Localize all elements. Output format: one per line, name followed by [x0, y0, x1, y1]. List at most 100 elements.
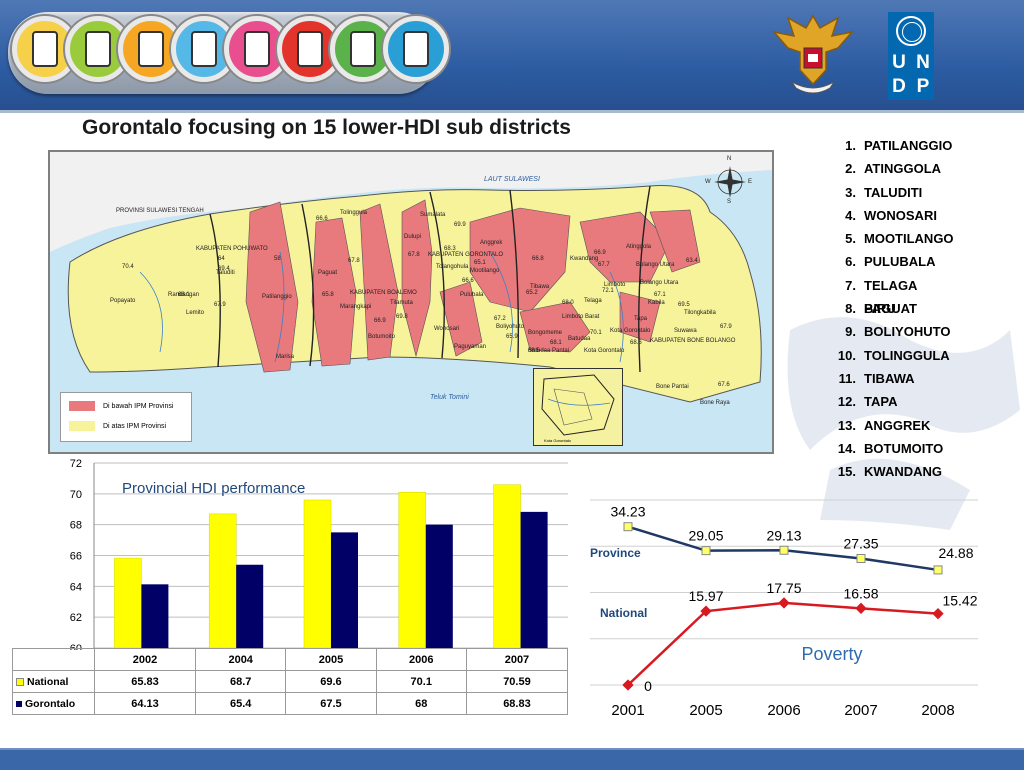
undp-letter: P [916, 76, 930, 97]
subdistrict-label: Batudaa Pantai [528, 348, 570, 354]
subdistrict-label: Bone Pantai [656, 384, 689, 390]
subdistrict-label: Tilamuta [390, 300, 413, 306]
province-marker [701, 546, 711, 556]
table-header-cell: 2007 [465, 648, 569, 671]
national-data-label: 0 [644, 678, 652, 694]
subdistrict-label: Kota Gorontalo [584, 348, 625, 354]
y-tick-label: 68 [70, 520, 82, 532]
table-cell: 65.83 [93, 670, 197, 693]
legend-label: Di atas IPM Provinsi [103, 423, 167, 430]
inset-caption: Kota Gorontalo [544, 438, 571, 443]
poverty-line-chart: 2001 2005 2006 2007 2008 34.23 29.05 29.13 27.35… [590, 499, 978, 719]
ipm-value: 65.9 [506, 334, 518, 340]
subdistrict-label: Dulupi [404, 234, 422, 240]
table-row-label: National [12, 670, 95, 693]
list-number: 15. [837, 464, 856, 480]
low-hdi-district [439, 281, 483, 357]
ipm-value: 65.2 [526, 290, 538, 296]
table-cell: 67.5 [285, 692, 377, 715]
list-name: ATINGGOLA [864, 161, 942, 177]
x-tick-label: 2006 [767, 702, 800, 719]
ipm-value: 64 [218, 256, 225, 262]
gorontalo-bar [141, 584, 169, 648]
gorontalo-bar [520, 511, 548, 648]
subdistrict-label: Tolinggula [340, 210, 368, 216]
subdistrict-label: Atinggola [626, 244, 652, 250]
subdistrict-label: Taluditi [216, 270, 235, 276]
undp-letter: N [916, 52, 930, 73]
table-header-cell: 2004 [195, 648, 287, 671]
subdistrict-label: Anggrek [480, 240, 503, 246]
un-globe-icon [896, 16, 926, 46]
ipm-value: 68.5 [528, 348, 540, 354]
low-hdi-district [619, 291, 661, 343]
subdistrict-label: Boliyohuto [496, 324, 525, 330]
mdg-icon-strip [8, 12, 449, 94]
list-name: MOOTILANGO [864, 231, 954, 247]
ipm-value: 69.8 [396, 314, 408, 320]
national-marker [932, 608, 944, 620]
list-name: PULUBALA [864, 254, 936, 270]
subdistrict-label: Popayato [110, 298, 136, 304]
inset-graphic [541, 374, 615, 436]
table-corner-cell [12, 648, 95, 671]
legend-swatch-red [69, 401, 95, 412]
list-name: PATILANGGIO [864, 138, 953, 153]
list-name: TAPA [864, 394, 898, 410]
list-name: BOTUMOITO [864, 440, 944, 456]
national-data-label: 15.97 [688, 588, 723, 604]
ipm-value: 65.1 [474, 260, 486, 266]
ipm-value: 67.2 [494, 316, 506, 322]
subdistrict-label: Sumalata [420, 212, 446, 218]
gorontalo-bar [331, 532, 358, 648]
sea-label: LAUT SULAWESI [484, 176, 540, 183]
subdistrict-label: Kabila [648, 300, 665, 306]
legend-item-above: Di atas IPM Provinsi [69, 421, 166, 433]
table-cell: 68.7 [195, 670, 287, 693]
list-number: 4. [845, 207, 856, 223]
series-name: National [27, 675, 69, 688]
subdistrict-label: Bulango Utara [636, 262, 675, 268]
ipm-value: 65.8 [322, 292, 334, 298]
national-swatch [16, 677, 24, 686]
national-bar [114, 557, 142, 649]
gorontalo-swatch [16, 700, 22, 707]
ipm-value: 67.7 [598, 262, 610, 268]
table-cell: 68 [375, 692, 467, 715]
region-label: PROVINSI SULAWESI TENGAH [116, 208, 204, 214]
ipm-value: 66.9 [374, 318, 386, 324]
subdistrict-label: Marangkapi [340, 304, 372, 310]
series-name: Gorontalo [25, 697, 76, 710]
list-number: 2. [845, 161, 856, 177]
ipm-value: 66.8 [532, 256, 544, 262]
table-cell: 65.4 [195, 692, 287, 715]
subdistrict-label: Tolangohula [436, 264, 469, 270]
table-header-row: 2002 2004 2005 2006 2007 [12, 648, 569, 671]
national-data-label: 17.75 [766, 580, 801, 596]
table-header-cell: 2006 [375, 648, 467, 671]
national-bar [493, 484, 521, 649]
kota-gorontalo-inset-map: Kota Gorontalo [533, 368, 623, 446]
ipm-value: 68.3 [444, 246, 456, 252]
bay-label: Teluk Tomini [430, 394, 469, 401]
low-hdi-district [359, 203, 399, 361]
subdistrict-label: Tapa [634, 316, 648, 322]
subdistrict-label: Patilanggio [262, 294, 292, 300]
list-name: BOLIYOHUTO [864, 324, 951, 340]
district-label: KABUPATEN BONE BOLANGO [650, 338, 736, 344]
partnership-icon [383, 16, 449, 82]
list-name: ANGGREK [864, 417, 931, 433]
table-cell: 68.83 [465, 692, 569, 715]
ipm-value: 68.1 [550, 340, 562, 346]
province-data-label: 24.88 [938, 545, 973, 561]
x-tick-label: 2008 [921, 702, 954, 719]
ipm-value: 63.4 [686, 258, 698, 264]
national-bar [398, 492, 427, 649]
legend-swatch-yellow [69, 421, 95, 432]
subdistrict-label: Bolango Utara [640, 280, 679, 286]
district-label: KABUPATEN BOALEMO [350, 290, 417, 296]
table-row: National 65.83 68.7 69.6 70.1 70.59 [12, 670, 569, 693]
list-number: 8. [845, 301, 856, 317]
ipm-value: 67.9 [720, 324, 732, 330]
